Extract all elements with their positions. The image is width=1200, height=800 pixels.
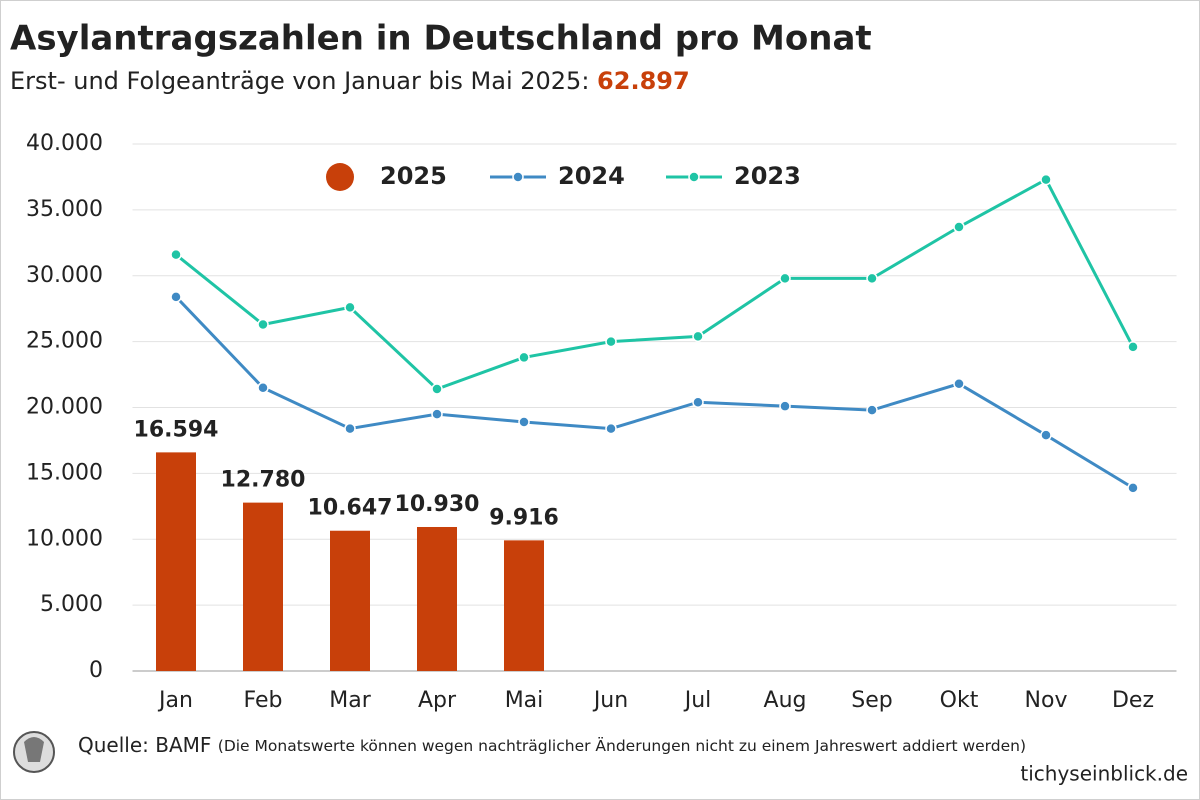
point bbox=[866, 404, 878, 416]
point bbox=[344, 301, 356, 314]
y-tick-label: 10.000 bbox=[26, 526, 103, 551]
point bbox=[1127, 341, 1139, 353]
y-tick-label: 20.000 bbox=[26, 395, 103, 420]
bar bbox=[504, 540, 544, 671]
point bbox=[605, 335, 617, 348]
y-tick-label: 5.000 bbox=[40, 592, 103, 617]
point bbox=[431, 408, 443, 420]
x-tick-label: Feb bbox=[244, 688, 283, 713]
x-tick-label: Mar bbox=[329, 688, 371, 713]
point bbox=[518, 416, 530, 428]
legend-label: 2025 bbox=[380, 162, 447, 190]
subtitle-text: Erst- und Folgeanträge von Januar bis Ma… bbox=[10, 67, 589, 95]
point bbox=[779, 272, 791, 285]
point bbox=[692, 396, 704, 408]
y-tick-label: 25.000 bbox=[26, 329, 103, 354]
bar bbox=[156, 452, 196, 671]
data-label: 12.780 bbox=[221, 468, 306, 493]
point bbox=[779, 400, 791, 412]
bar bbox=[417, 526, 457, 671]
x-tick-label: Aug bbox=[764, 688, 807, 713]
y-tick-label: 0 bbox=[89, 658, 103, 683]
x-tick-label: Dez bbox=[1112, 688, 1154, 713]
x-tick-label: Mai bbox=[505, 688, 544, 713]
bar bbox=[243, 502, 283, 671]
source: Quelle: BAMF (Die Monatswerte können weg… bbox=[78, 733, 1026, 757]
bar bbox=[330, 530, 370, 671]
chart-subtitle: Erst- und Folgeanträge von Januar bis Ma… bbox=[10, 67, 690, 95]
legend-label: 2023 bbox=[734, 162, 801, 190]
data-label: 10.930 bbox=[395, 492, 480, 517]
point bbox=[1040, 429, 1052, 441]
point bbox=[953, 221, 965, 233]
source-note: (Die Monatswerte können wegen nachträgli… bbox=[218, 736, 1026, 755]
legend-label: 2024 bbox=[558, 162, 625, 190]
point bbox=[605, 422, 617, 435]
x-tick-label: Nov bbox=[1025, 688, 1068, 713]
x-tick-label: Apr bbox=[418, 688, 457, 713]
line bbox=[174, 295, 1134, 490]
legend-swatch bbox=[512, 171, 524, 183]
y-tick-label: 30.000 bbox=[26, 263, 103, 288]
x-tick-label: Jan bbox=[157, 688, 193, 713]
logo bbox=[13, 731, 55, 773]
point bbox=[170, 248, 182, 261]
data-label: 9.916 bbox=[489, 505, 559, 530]
point bbox=[170, 291, 182, 303]
point bbox=[1040, 173, 1052, 186]
point bbox=[257, 318, 269, 331]
point bbox=[866, 272, 878, 285]
subtitle-total: 62.897 bbox=[597, 67, 690, 95]
point bbox=[1127, 482, 1139, 494]
point bbox=[692, 330, 704, 343]
point bbox=[257, 381, 269, 394]
point bbox=[518, 351, 530, 364]
point bbox=[431, 383, 443, 395]
y-tick-label: 40.000 bbox=[26, 131, 103, 156]
point bbox=[344, 422, 356, 435]
legend-swatch bbox=[326, 163, 354, 191]
source-text: Quelle: BAMF bbox=[78, 733, 211, 757]
publisher: tichyseinblick.de bbox=[1020, 762, 1188, 786]
data-label: 10.647 bbox=[308, 496, 393, 521]
chart-title: Asylantragszahlen in Deutschland pro Mon… bbox=[10, 19, 872, 59]
x-tick-label: Jun bbox=[592, 688, 628, 713]
data-label: 16.594 bbox=[134, 417, 219, 442]
y-tick-label: 35.000 bbox=[26, 197, 103, 222]
x-tick-label: Sep bbox=[851, 688, 892, 713]
line bbox=[175, 177, 1135, 391]
legend-swatch bbox=[688, 171, 700, 183]
x-tick-label: Jul bbox=[683, 688, 712, 713]
x-tick-label: Okt bbox=[940, 688, 979, 713]
point bbox=[953, 378, 965, 390]
y-tick-label: 15.000 bbox=[26, 460, 103, 485]
